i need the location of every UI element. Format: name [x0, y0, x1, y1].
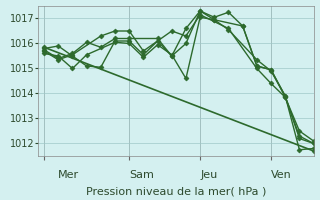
Text: Ven: Ven — [271, 170, 292, 180]
Text: Jeu: Jeu — [200, 170, 217, 180]
Text: Mer: Mer — [58, 170, 79, 180]
Text: Pression niveau de la mer( hPa ): Pression niveau de la mer( hPa ) — [86, 187, 266, 197]
Text: Sam: Sam — [129, 170, 154, 180]
